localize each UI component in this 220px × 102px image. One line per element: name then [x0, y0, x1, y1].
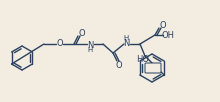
Text: O: O	[79, 28, 85, 38]
Text: Abs: Abs	[148, 66, 158, 71]
Text: O: O	[116, 60, 122, 69]
Text: O: O	[160, 21, 166, 29]
FancyBboxPatch shape	[145, 63, 161, 73]
Text: N: N	[123, 38, 129, 48]
Text: O: O	[57, 39, 63, 48]
Text: OH: OH	[161, 30, 174, 39]
Text: HO: HO	[136, 55, 150, 64]
Text: N: N	[87, 40, 93, 49]
Text: H: H	[123, 35, 129, 41]
Text: ,: ,	[138, 40, 140, 45]
Text: H: H	[87, 47, 93, 53]
